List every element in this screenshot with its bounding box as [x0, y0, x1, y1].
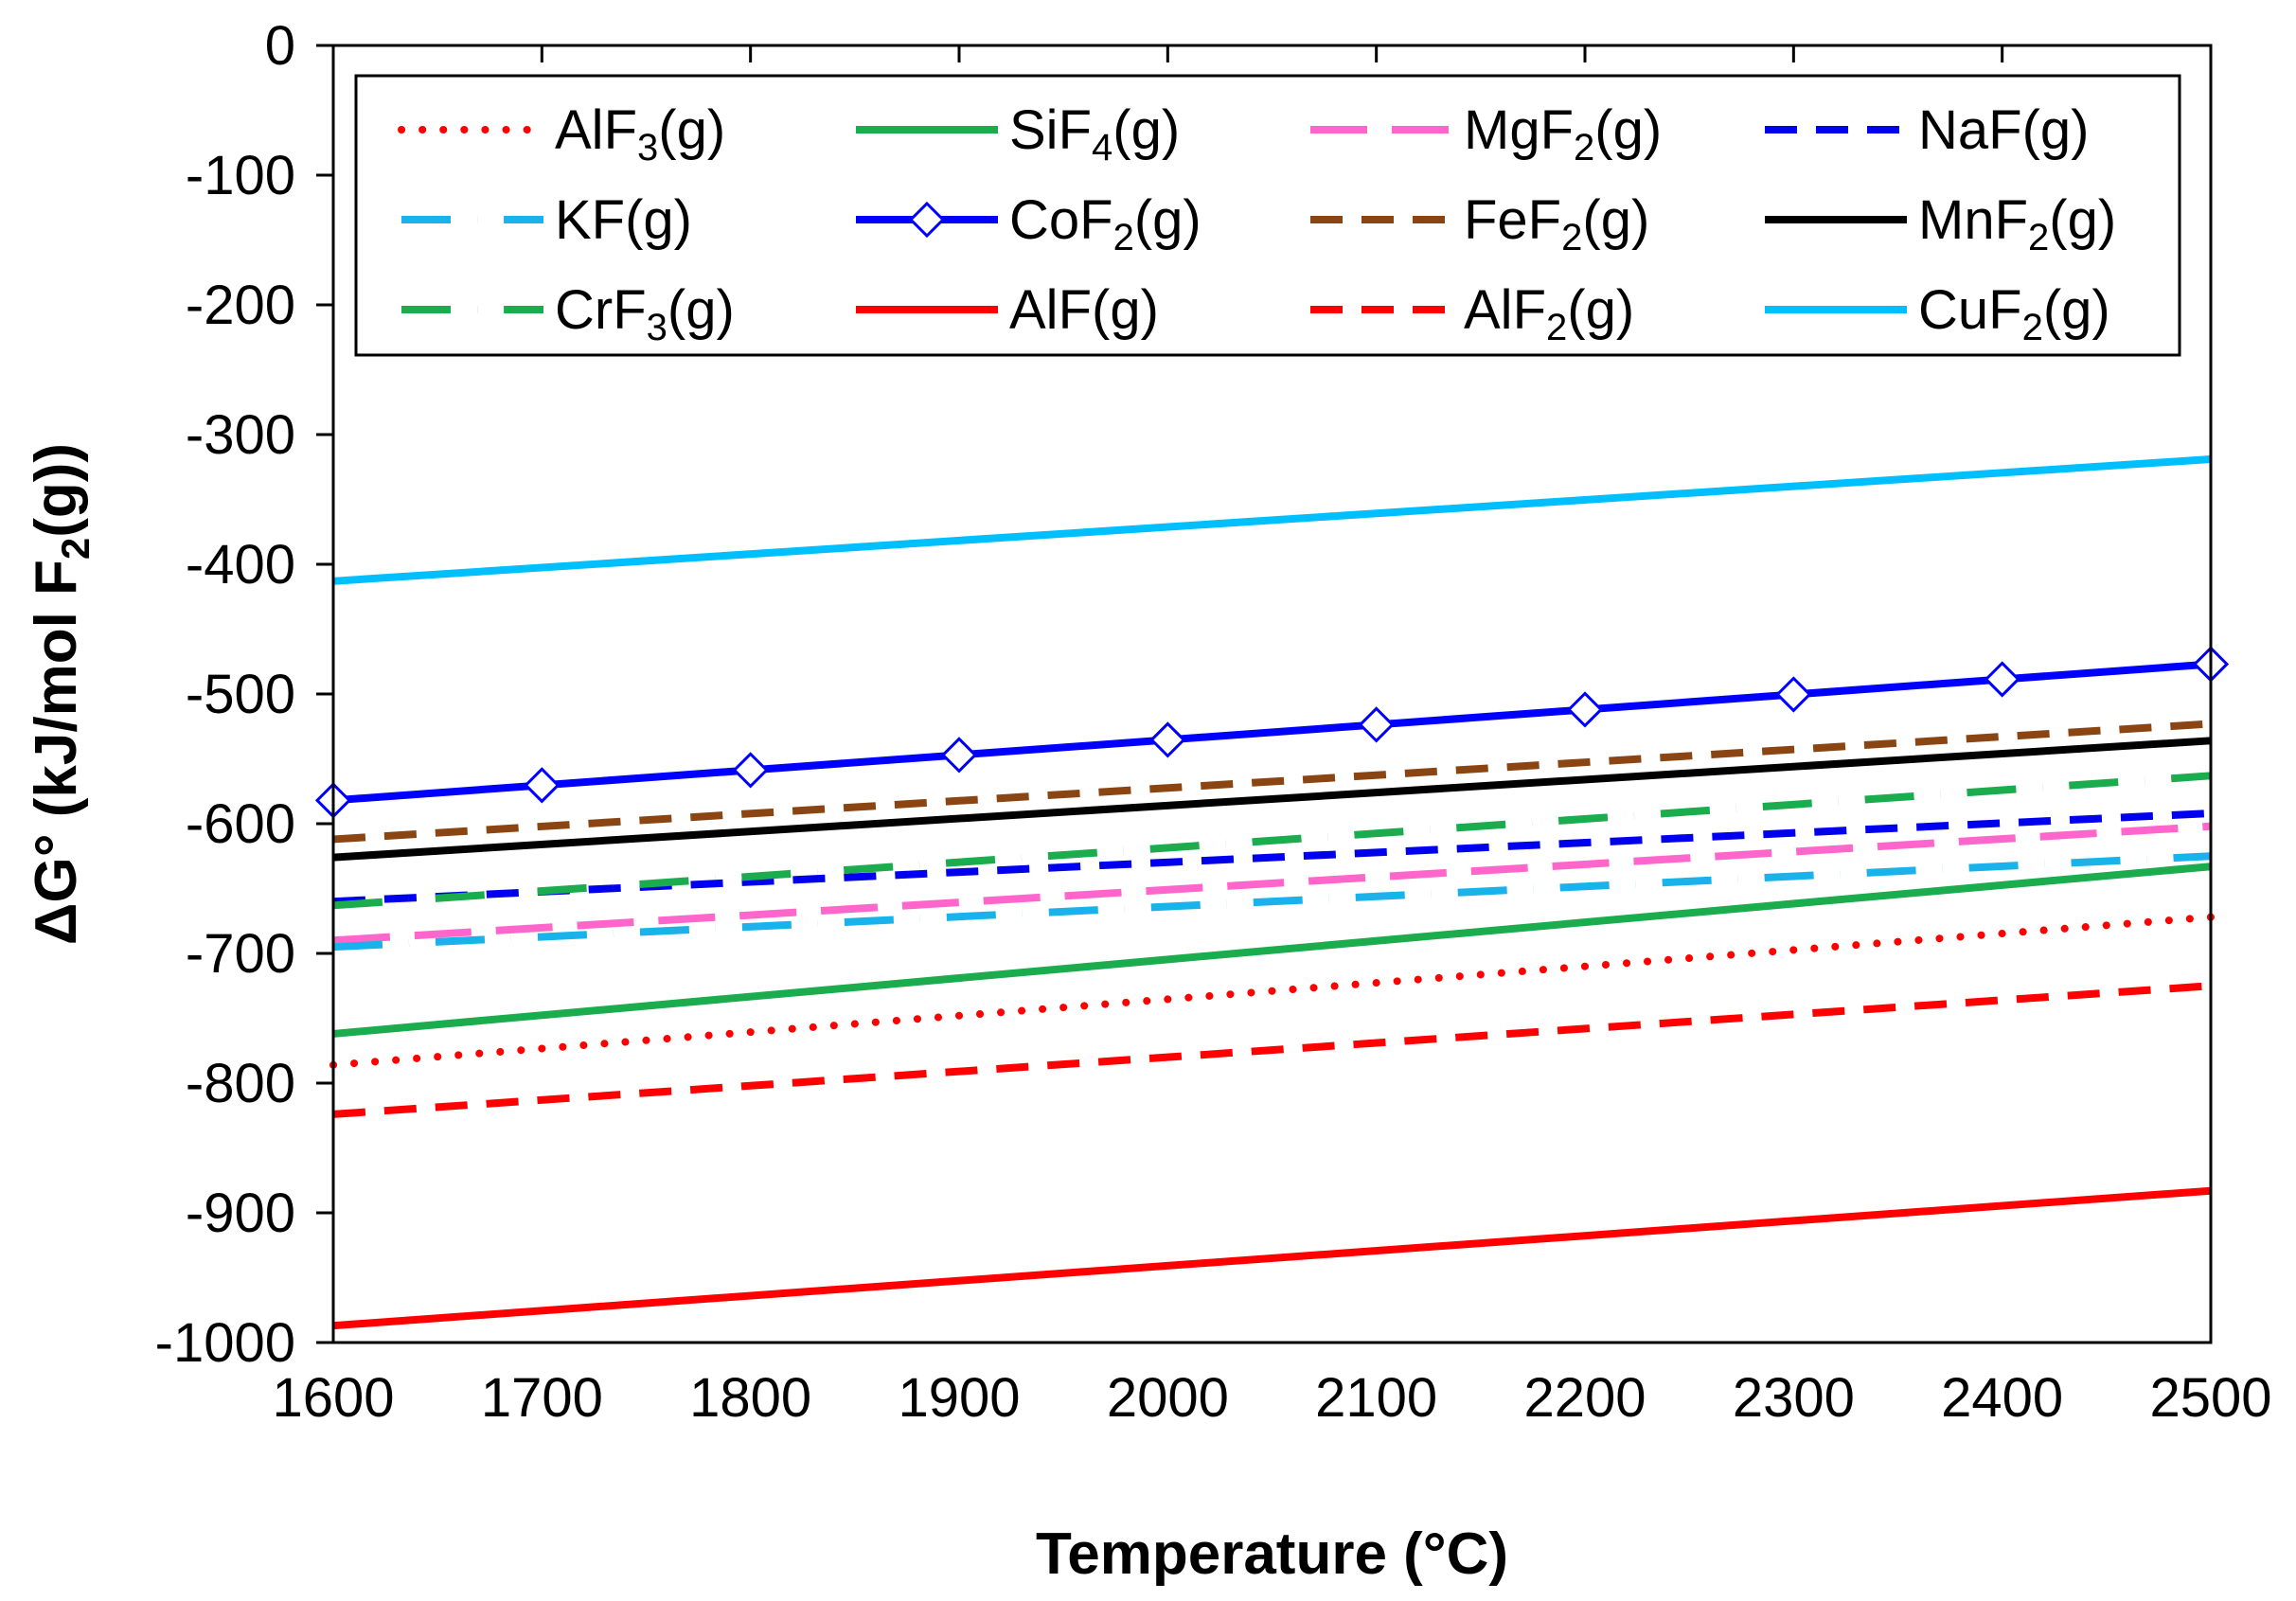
axis-ticks: 1600 1700 1800 1900 2000 2100 2200 2300 2400 2500… — [155, 15, 2272, 1429]
series-marker-cof2-g- — [524, 767, 561, 804]
legend-item-crf3-g-: CrF3(g) — [401, 279, 735, 348]
series-marker-cof2-g- — [1566, 691, 1604, 728]
series-fef2-g- — [332, 720, 2212, 844]
x-axis-title: Temperature (°C) — [1036, 1521, 1508, 1587]
series-cof2-g- — [314, 646, 2230, 819]
x-tick-label: 2300 — [1733, 1367, 1855, 1429]
series-line-sif4-g- — [332, 863, 2212, 1038]
legend-label-alf-g-: AlF(g) — [1009, 279, 1159, 341]
x-tick-label: 1600 — [272, 1367, 394, 1429]
series-marker-cof2-g- — [1775, 676, 1812, 713]
legend-label-alf3-g-: AlF3(g) — [555, 99, 725, 169]
series-sif4-g- — [332, 863, 2212, 1038]
series-alf3-g- — [329, 913, 2215, 1069]
series-line-mgf2-g- — [332, 822, 2212, 945]
y-tick-label: -900 — [186, 1183, 295, 1244]
series-layer — [314, 455, 2230, 1330]
legend-item-naf-g-: NaF(g) — [1765, 99, 2089, 161]
series-line-fef2-g- — [332, 720, 2212, 844]
series-line-alf-g- — [332, 1186, 2212, 1330]
legend-item-fef2-g-: FeF2(g) — [1310, 189, 1649, 258]
legend-label-naf-g-: NaF(g) — [1918, 99, 2089, 161]
y-tick-label: -600 — [186, 793, 295, 855]
legend-label-alf2-g-: AlF2(g) — [1464, 279, 1634, 348]
legend-label-mnf2-g-: MnF2(g) — [1918, 189, 2116, 258]
legend-item-cuf2-g-: CuF2(g) — [1765, 279, 2110, 348]
x-tick-label: 1700 — [481, 1367, 603, 1429]
series-line-mnf2-g- — [332, 737, 2212, 862]
legend-label-mgf2-g-: MgF2(g) — [1464, 99, 1662, 169]
series-alf2-g- — [332, 982, 2212, 1118]
y-tick-label: -300 — [186, 404, 295, 466]
series-mnf2-g- — [332, 737, 2212, 862]
legend-label-fef2-g-: FeF2(g) — [1464, 189, 1649, 258]
legend-item-alf2-g-: AlF2(g) — [1310, 279, 1634, 348]
x-tick-label: 2000 — [1107, 1367, 1229, 1429]
series-marker-cof2-g- — [1149, 721, 1186, 758]
legend-label-kf-g-: KF(g) — [555, 189, 692, 251]
x-tick-label: 1900 — [898, 1367, 1020, 1429]
x-tick-label: 2100 — [1315, 1367, 1437, 1429]
x-tick-label: 2400 — [1941, 1367, 2063, 1429]
legend-item-cof2-g-: CoF2(g) — [856, 189, 1201, 258]
series-line-cuf2-g- — [332, 455, 2212, 585]
y-axis-title-subscript: 2 — [53, 538, 98, 560]
y-tick-label: -100 — [186, 145, 295, 206]
y-tick-label: -500 — [186, 664, 295, 725]
legend-label-crf3-g-: CrF3(g) — [555, 279, 735, 348]
series-marker-cof2-g- — [1358, 706, 1395, 743]
legend-item-mnf2-g-: MnF2(g) — [1765, 189, 2116, 258]
series-line-crf3-g- — [332, 772, 2212, 910]
y-tick-label: 0 — [265, 15, 295, 77]
legend-marker-cof2-g- — [908, 201, 946, 239]
legend-item-mgf2-g-: MgF2(g) — [1310, 99, 1662, 169]
series-crf3-g- — [332, 772, 2212, 910]
series-line-alf2-g- — [332, 982, 2212, 1118]
x-tick-label: 2500 — [2149, 1367, 2271, 1429]
legend-label-cuf2-g-: CuF2(g) — [1918, 279, 2110, 348]
x-tick-label: 2200 — [1523, 1367, 1646, 1429]
legend-item-alf3-g-: AlF3(g) — [398, 99, 725, 169]
series-line-cof2-g- — [332, 660, 2212, 805]
legend-item-kf-g-: KF(g) — [401, 189, 692, 251]
y-tick-label: -200 — [186, 275, 295, 336]
y-tick-label: -1000 — [155, 1312, 295, 1374]
series-line-alf3-g- — [329, 913, 2215, 1069]
series-alf-g- — [332, 1186, 2212, 1330]
series-marker-cof2-g- — [940, 737, 978, 774]
series-cuf2-g- — [332, 455, 2212, 585]
y-tick-label: -800 — [186, 1053, 295, 1114]
legend-label-sif4-g-: SiF4(g) — [1009, 99, 1180, 169]
y-tick-label: -700 — [186, 923, 295, 985]
legend: AlF3(g) SiF4(g) MgF2(g) NaF(g) KF(g) CoF2(g) F… — [354, 74, 2181, 357]
legend-label-cof2-g-: CoF2(g) — [1009, 189, 1201, 258]
series-marker-cof2-g- — [732, 752, 769, 789]
legend-item-alf-g-: AlF(g) — [856, 279, 1159, 341]
x-tick-label: 1800 — [689, 1367, 811, 1429]
y-axis-title-suffix: (g)) — [24, 443, 89, 538]
series-kf-g- — [332, 852, 2212, 952]
series-marker-cof2-g- — [1984, 661, 2020, 698]
series-line-kf-g- — [332, 852, 2212, 952]
y-axis-title-main: ΔG° (kJ/mol F — [24, 560, 89, 945]
y-tick-label: -400 — [186, 534, 295, 596]
series-mgf2-g- — [332, 822, 2212, 945]
legend-item-sif4-g-: SiF4(g) — [856, 99, 1180, 169]
y-axis-title: ΔG° (kJ/mol F2(g)) — [24, 443, 98, 945]
